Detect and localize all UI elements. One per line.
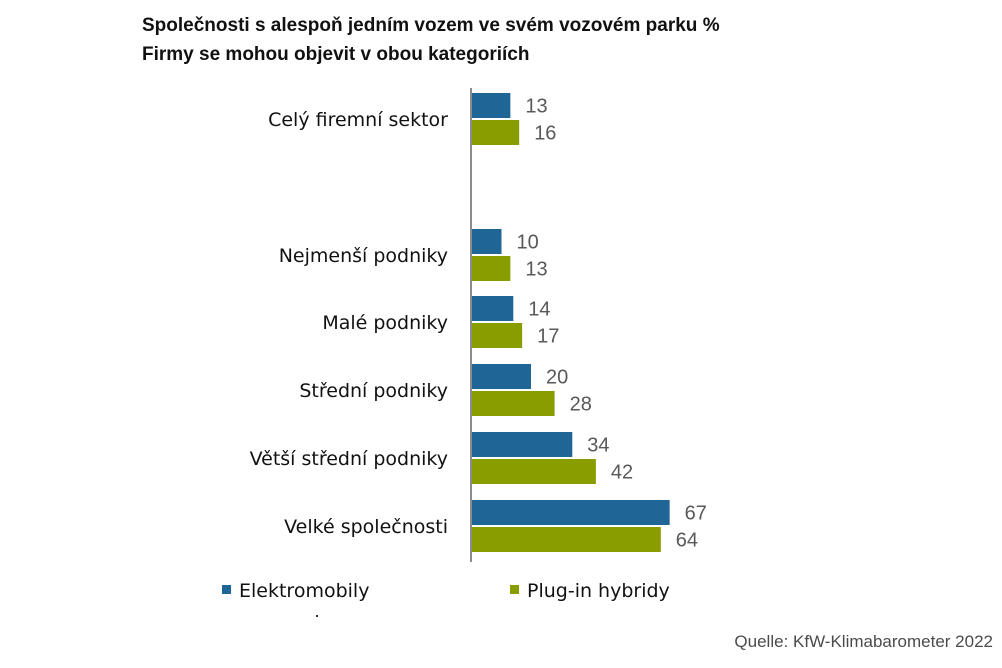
decorative-dot (316, 615, 318, 617)
category-label: Malé podniky (322, 312, 448, 334)
legend-swatch (222, 585, 231, 594)
data-label: 10 (517, 232, 539, 254)
category-label: Střední podniky (299, 380, 448, 402)
bar-elektromobily (472, 364, 531, 389)
data-label: 13 (525, 96, 547, 118)
bar-plug-in-hybridy (472, 459, 596, 484)
legend-swatch (510, 585, 519, 594)
data-label: 28 (570, 394, 592, 416)
bar-plug-in-hybridy (472, 120, 520, 145)
category-label: Velké společnosti (284, 516, 448, 538)
bar-plug-in-hybridy (472, 256, 511, 281)
data-label: 67 (685, 503, 707, 525)
bar-elektromobily (472, 296, 514, 321)
data-label: 20 (546, 367, 568, 389)
data-label: 34 (587, 435, 609, 457)
data-label: 64 (676, 530, 698, 552)
data-label: 16 (534, 123, 556, 145)
bar-elektromobily (472, 500, 670, 525)
bar-elektromobily (472, 229, 502, 254)
legend-label: Elektromobily (239, 580, 369, 602)
legend-label: Plug-in hybridy (527, 580, 670, 602)
data-label: 42 (611, 462, 633, 484)
bar-elektromobily (472, 93, 511, 118)
data-label: 17 (537, 326, 559, 348)
data-label: 13 (525, 259, 547, 281)
source-note: Quelle: KfW-Klimabarometer 2022 (734, 632, 993, 651)
category-label: Nejmenší podniky (279, 245, 448, 267)
category-label: Větší střední podniky (250, 448, 448, 470)
category-label: Celý firemní sektor (268, 109, 448, 131)
bar-plug-in-hybridy (472, 527, 661, 552)
bar-elektromobily (472, 432, 573, 457)
bar-plug-in-hybridy (472, 323, 523, 348)
data-label: 14 (528, 299, 550, 321)
bar-plug-in-hybridy (472, 391, 555, 416)
chart-subtitle: Firmy se mohou objevit v obou kategoriíc… (142, 44, 530, 65)
chart-title: Společnosti s alespoň jedním vozem ve sv… (142, 15, 720, 36)
